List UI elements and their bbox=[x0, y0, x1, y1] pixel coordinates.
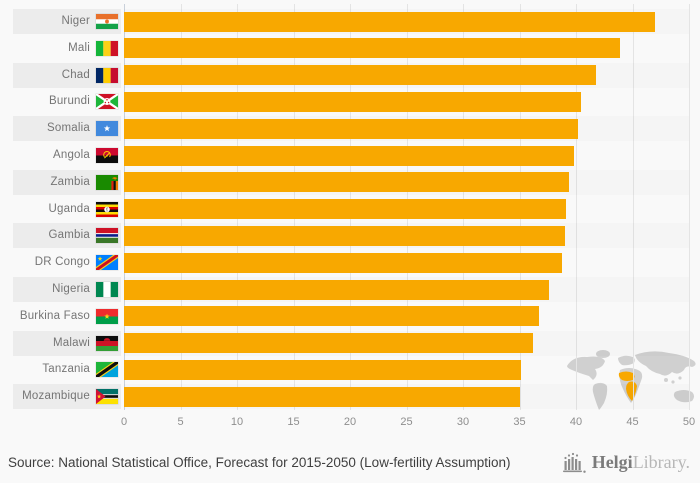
value-bar-angola[interactable] bbox=[124, 145, 574, 166]
country-label: Mozambique bbox=[22, 390, 90, 403]
flag-uganda-icon bbox=[96, 201, 118, 217]
source-text: Source: National Statistical Office, For… bbox=[8, 455, 511, 470]
gridline bbox=[689, 4, 690, 410]
gridline bbox=[576, 4, 577, 410]
chart-row-dr-congo: DR Congo bbox=[0, 249, 700, 276]
flag-nigeria-icon bbox=[96, 282, 118, 297]
x-axis-tick-label: 40 bbox=[569, 416, 583, 428]
value-bar-burundi[interactable] bbox=[124, 91, 581, 112]
chart-row-zambia: Zambia bbox=[0, 169, 700, 196]
country-label: Burkina Faso bbox=[19, 309, 90, 322]
flag-malawi-icon bbox=[96, 335, 118, 351]
value-bar-chad[interactable] bbox=[124, 65, 597, 86]
country-label: Uganda bbox=[48, 202, 90, 215]
helgi-library-logo[interactable]: Helgi Library. bbox=[562, 452, 690, 474]
value-bar-tanzania[interactable] bbox=[124, 359, 521, 380]
country-label: Chad bbox=[61, 68, 90, 81]
value-bar-somalia[interactable] bbox=[124, 118, 579, 139]
flag-dr-congo-icon bbox=[96, 255, 118, 271]
chart-row-niger: Niger bbox=[0, 8, 700, 35]
country-label: Angola bbox=[52, 149, 90, 161]
country-label: DR Congo bbox=[34, 256, 90, 269]
value-bar-zambia[interactable] bbox=[124, 172, 570, 193]
chart-row-mozambique: Mozambique bbox=[0, 383, 700, 410]
x-axis-tick-label: 30 bbox=[456, 416, 470, 428]
country-label: Burundi bbox=[48, 95, 90, 108]
flag-somalia-icon bbox=[96, 121, 118, 137]
flag-chad-icon bbox=[96, 67, 118, 83]
chart-row-nigeria: Nigeria bbox=[0, 276, 700, 303]
chart-row-chad: Chad bbox=[0, 62, 700, 89]
value-bar-dr-congo[interactable] bbox=[124, 252, 563, 273]
chart-row-burundi: Burundi bbox=[0, 88, 700, 115]
x-axis-tick-label: 45 bbox=[626, 416, 639, 428]
x-axis-tick-label: 35 bbox=[513, 416, 526, 428]
chart-row-somalia: Somalia bbox=[0, 115, 700, 142]
flag-angola-icon bbox=[96, 148, 118, 163]
x-axis-tick-label: 0 bbox=[120, 416, 128, 428]
country-label: Tanzania bbox=[42, 363, 90, 376]
country-label: Gambia bbox=[48, 229, 90, 242]
value-bar-mali[interactable] bbox=[124, 38, 621, 59]
flag-niger-icon bbox=[96, 14, 118, 29]
value-bar-burkina-faso[interactable] bbox=[124, 306, 539, 327]
logo-text-secondary: Library. bbox=[632, 452, 690, 472]
flag-mali-icon bbox=[96, 40, 118, 56]
country-label: Zambia bbox=[50, 175, 90, 188]
chart-row-malawi: Malawi bbox=[0, 330, 700, 357]
x-axis-tick-label: 10 bbox=[230, 416, 244, 428]
country-label: Niger bbox=[61, 15, 90, 27]
x-axis-tick-label: 50 bbox=[682, 416, 696, 428]
flag-mozambique-icon bbox=[96, 389, 118, 405]
country-label: Nigeria bbox=[52, 283, 90, 295]
chart-row-gambia: Gambia bbox=[0, 222, 700, 249]
flag-tanzania-icon bbox=[96, 362, 118, 378]
flag-burkina-faso-icon bbox=[96, 308, 118, 324]
value-bar-uganda[interactable] bbox=[124, 199, 566, 220]
x-axis-tick-label: 15 bbox=[287, 416, 300, 428]
chart-row-tanzania: Tanzania bbox=[0, 356, 700, 383]
chart-row-uganda: Uganda bbox=[0, 196, 700, 223]
chart-row-mali: Mali bbox=[0, 35, 700, 62]
gridline bbox=[632, 4, 634, 410]
flag-zambia-icon bbox=[96, 174, 118, 190]
helgi-bars-icon bbox=[562, 452, 586, 473]
x-axis-tick-label: 20 bbox=[343, 416, 357, 428]
flag-gambia-icon bbox=[96, 228, 118, 244]
x-axis-tick-label: 25 bbox=[400, 416, 413, 428]
country-label: Somalia bbox=[47, 122, 90, 135]
chart-row-angola: Angola bbox=[0, 142, 700, 169]
flag-burundi-icon bbox=[96, 94, 118, 110]
country-label: Malawi bbox=[53, 336, 90, 349]
value-bar-niger[interactable] bbox=[124, 11, 656, 32]
value-bar-malawi[interactable] bbox=[124, 333, 534, 354]
x-axis: 0 5 10 15 20 25 30 35 40 45 50 bbox=[0, 416, 700, 434]
value-bar-nigeria[interactable] bbox=[124, 279, 549, 300]
chart-rows: Niger Mali Chad Burundi Somalia Angola Zambia U… bbox=[0, 8, 700, 410]
bar-chart: Niger Mali Chad Burundi Somalia Angola Zambia U… bbox=[0, 4, 700, 434]
value-bar-mozambique[interactable] bbox=[124, 386, 520, 407]
logo-text-primary: Helgi bbox=[591, 452, 633, 472]
x-axis-tick-label: 5 bbox=[177, 416, 184, 428]
footer: Source: National Statistical Office, For… bbox=[0, 442, 700, 483]
chart-row-burkina-faso: Burkina Faso bbox=[0, 303, 700, 330]
value-bar-gambia[interactable] bbox=[124, 225, 565, 246]
country-label: Mali bbox=[68, 41, 90, 54]
